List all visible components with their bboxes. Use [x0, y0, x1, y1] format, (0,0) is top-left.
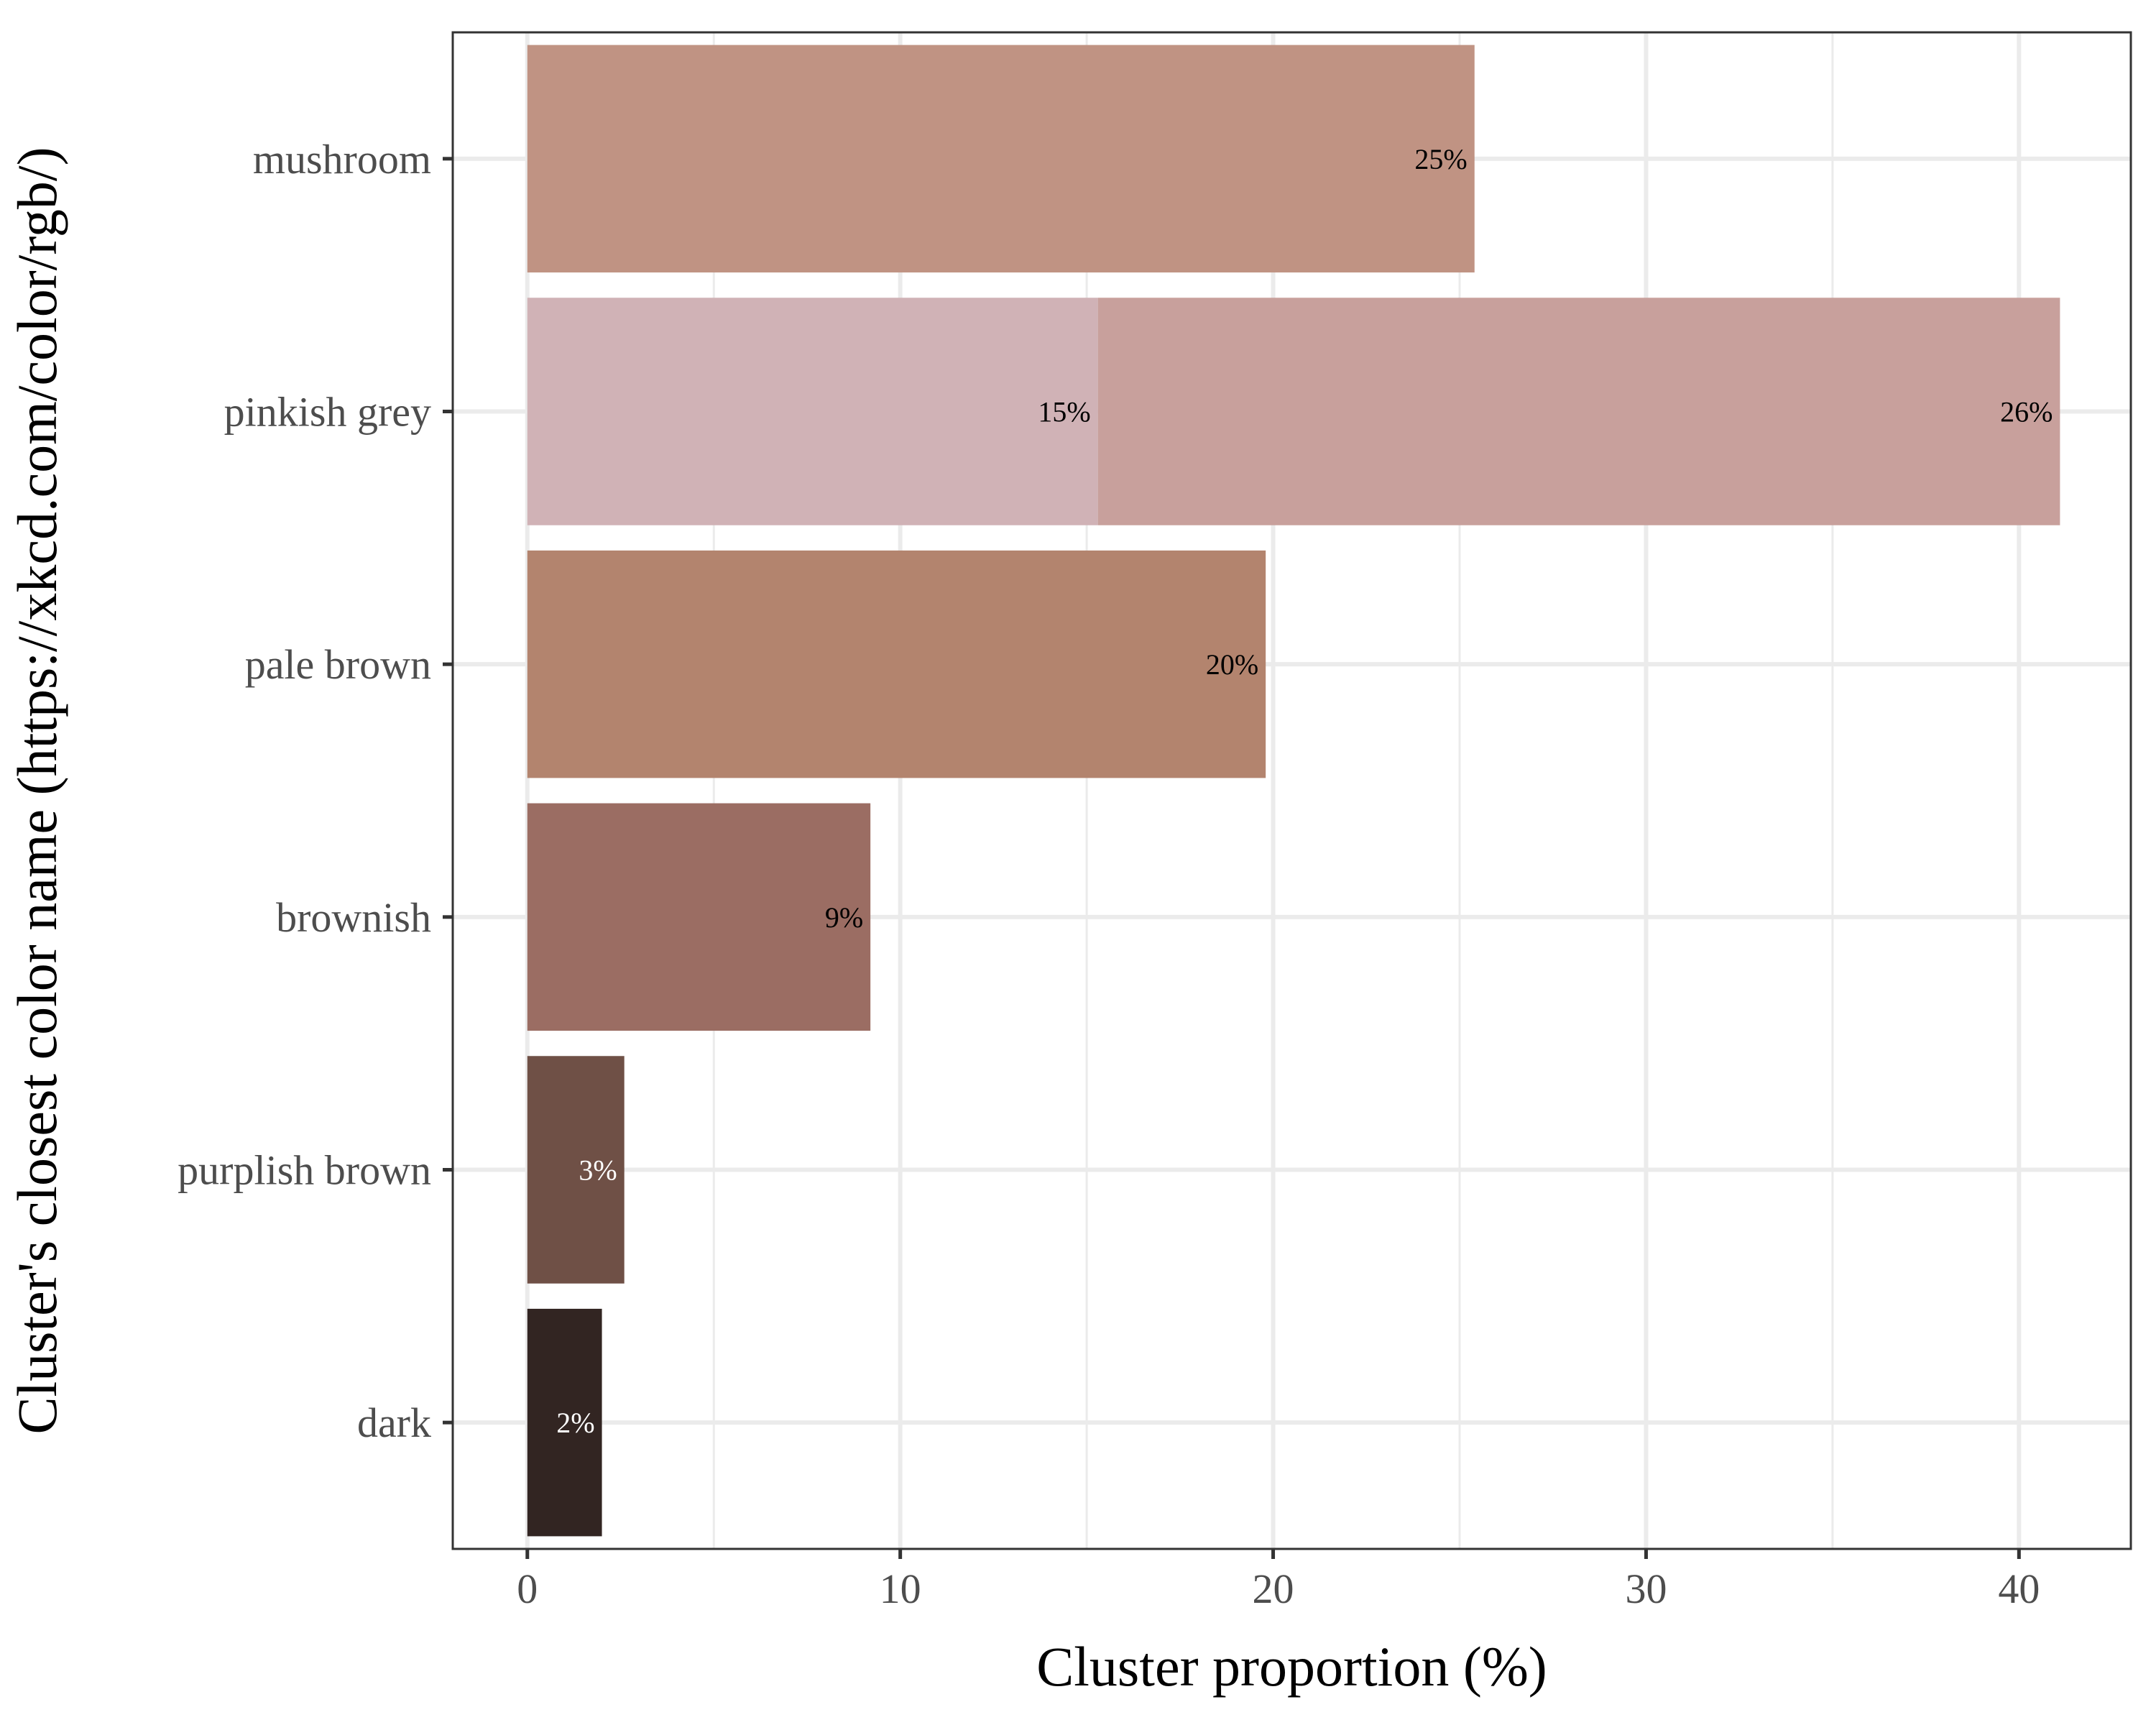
bar-value-label: 15%: [1038, 396, 1090, 428]
bar-value-label: 3%: [579, 1154, 617, 1187]
bar-dark-segment: [527, 1308, 602, 1537]
bar-value-label: 9%: [825, 901, 863, 934]
bar-pinkish-grey-segment: [1097, 298, 2060, 525]
bar-pale-brown-segment: [527, 550, 1266, 778]
bar-mushroom-segment: [527, 45, 1475, 273]
bars: [527, 45, 2060, 1537]
x-tick-label: 40: [1998, 1565, 2040, 1612]
x-tick-label: 30: [1625, 1565, 1667, 1612]
x-tick-label: 20: [1253, 1565, 1294, 1612]
y-tick-label: pale brown: [245, 641, 431, 688]
bar-value-label: 2%: [556, 1407, 594, 1439]
y-tick-label: purplish brown: [178, 1147, 431, 1194]
panel-border: [451, 31, 2132, 1550]
x-axis-title: Cluster proportion (%): [1036, 1635, 1547, 1698]
bar-value-label: 26%: [2000, 396, 2053, 428]
y-tick-label: dark: [357, 1399, 431, 1446]
x-tick-label: 0: [517, 1565, 538, 1612]
bar-value-label: 20%: [1206, 648, 1258, 681]
y-tick-label: pinkish grey: [224, 389, 431, 436]
y-axis: mushroom pinkish grey pale brown brownish pu…: [178, 136, 453, 1446]
bar-labels: 25% 15% 26% 20% 9% 3% 2%: [556, 143, 2053, 1439]
bar-brownish-segment: [527, 803, 871, 1031]
y-tick-label: mushroom: [253, 136, 431, 183]
y-tick-label: brownish: [276, 894, 431, 941]
x-axis: 0 10 20 30 40: [517, 1549, 2040, 1612]
bar-value-label: 25%: [1414, 143, 1467, 175]
bar-purplish-brown-segment: [527, 1056, 625, 1284]
x-tick-label: 10: [880, 1565, 921, 1612]
y-axis-title: Cluster's closest color name (https://xk…: [6, 147, 68, 1434]
bar-pinkish-grey-segment: [527, 298, 1098, 525]
